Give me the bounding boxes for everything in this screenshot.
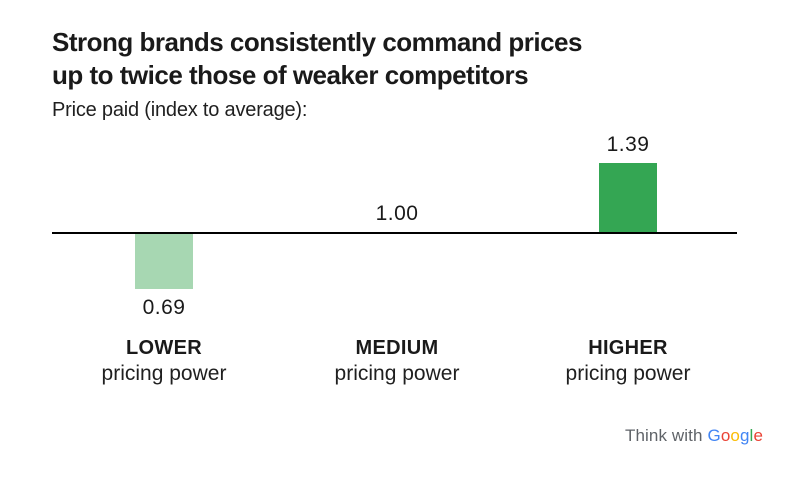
tier-sublabel: pricing power bbox=[334, 362, 460, 385]
column-higher: 1.39 HIGHER pricing power bbox=[538, 0, 718, 420]
bar bbox=[599, 163, 657, 232]
chart-title-line2: up to twice those of weaker competitors bbox=[52, 60, 529, 90]
value-label: 1.39 bbox=[606, 133, 650, 156]
baseline-axis bbox=[52, 232, 737, 234]
google-wordmark: Google bbox=[708, 426, 763, 445]
google-letter: o bbox=[730, 426, 740, 445]
google-letter: g bbox=[739, 426, 750, 445]
value-label: 1.00 bbox=[375, 202, 419, 225]
tier-label: MEDIUM bbox=[355, 337, 439, 359]
tier-sublabel: pricing power bbox=[565, 362, 691, 385]
value-label: 0.69 bbox=[142, 296, 186, 319]
tier-label: LOWER bbox=[126, 337, 202, 359]
column-lower: 0.69 LOWER pricing power bbox=[74, 0, 254, 420]
chart-title: Strong brands consistently command price… bbox=[52, 26, 692, 92]
tier-label: HIGHER bbox=[588, 337, 668, 359]
tier-sublabel: pricing power bbox=[101, 362, 227, 385]
google-letter: o bbox=[720, 426, 731, 445]
column-medium: 1.00 MEDIUM pricing power bbox=[307, 0, 487, 420]
google-letter: G bbox=[707, 426, 721, 445]
google-letter: l bbox=[749, 426, 754, 445]
google-letter: e bbox=[753, 426, 763, 445]
chart-title-line1: Strong brands consistently command price… bbox=[52, 27, 582, 57]
brand-footer: Think with Google bbox=[625, 426, 763, 446]
chart-subtitle: Price paid (index to average): bbox=[52, 99, 308, 121]
brand-prefix: Think with bbox=[625, 426, 703, 445]
bar bbox=[135, 234, 193, 289]
